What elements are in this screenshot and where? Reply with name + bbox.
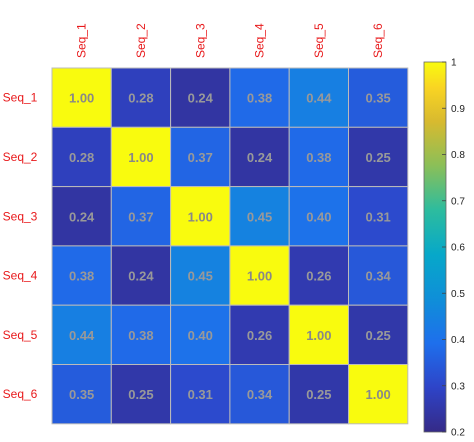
heatmap-cell-value: 0.37 [188, 150, 213, 165]
colorbar-tick-label: 0.6 [451, 243, 465, 254]
heatmap-cell [229, 245, 290, 306]
heatmap-cell-value: 0.40 [306, 209, 331, 224]
heatmap-cell [170, 245, 231, 306]
colorbar-ticks: 0.2 0.3 0.4 0.5 0.6 0.7 0.8 0.9 1 [442, 58, 465, 439]
heatmap-cell [229, 304, 290, 366]
column-label: Seq_5 [312, 23, 326, 58]
heatmap-cell [229, 186, 290, 247]
heatmap-cell-value: 0.35 [69, 387, 94, 402]
heatmap-cell-value: 1.00 [69, 91, 94, 106]
heatmap-cell-value: 0.31 [188, 387, 213, 402]
heatmap-cell-value: 0.40 [188, 328, 213, 343]
heatmap-cell-value: 0.44 [306, 91, 332, 106]
heatmap-cell-value: 0.26 [306, 269, 331, 284]
heatmap-cell [348, 245, 409, 306]
heatmap-cells [51, 67, 409, 425]
row-label: Seq_2 [3, 150, 38, 164]
colorbar: 0.2 0.3 0.4 0.5 0.6 0.7 0.8 0.9 1 [423, 58, 465, 439]
row-label: Seq_6 [3, 387, 38, 401]
row-label: Seq_3 [3, 209, 38, 223]
heatmap-cell [288, 364, 350, 425]
column-label: Seq_1 [75, 23, 89, 58]
heatmap-cell-value: 1.00 [188, 209, 213, 224]
heatmap-cell-value: 0.35 [365, 91, 390, 106]
heatmap-cell-value: 0.25 [128, 387, 153, 402]
colorbar-tick-label: 0.8 [451, 150, 465, 161]
heatmap-cell [51, 364, 112, 425]
heatmap-cell [348, 126, 409, 188]
column-labels: Seq_1 Seq_2 Seq_3 Seq_4 Seq_5 Seq_6 [75, 23, 385, 58]
row-label: Seq_5 [3, 328, 38, 342]
heatmap-cell-value: 0.25 [365, 328, 390, 343]
heatmap-cell-value: 0.38 [128, 328, 153, 343]
heatmap-cell-value: 0.31 [365, 209, 390, 224]
heatmap-cell-values: 1.00 0.28 0.24 0.38 0.44 0.35 0.28 1.00 0.37 0.24… [69, 91, 392, 402]
heatmap-cell-value: 1.00 [247, 269, 272, 284]
heatmap-cell-value: 0.45 [188, 269, 213, 284]
column-label: Seq_6 [371, 23, 385, 58]
heatmap-cell [348, 67, 409, 128]
heatmap-cell [51, 304, 112, 366]
heatmap-cell-value: 0.37 [128, 209, 153, 224]
colorbar-tick-label: 1 [451, 58, 457, 69]
colorbar-tick-label: 0.3 [451, 381, 465, 392]
heatmap-cell [51, 245, 112, 306]
heatmap-cell [51, 67, 112, 128]
heatmap-cell-value: 0.24 [247, 150, 273, 165]
heatmap-cell-value: 0.38 [247, 91, 272, 106]
heatmap-cell-value: 0.28 [128, 91, 153, 106]
heatmap-cell [110, 186, 172, 247]
heatmap-cell [288, 304, 350, 366]
colorbar-tick-label: 0.4 [451, 335, 465, 346]
heatmap-cell [110, 67, 172, 128]
heatmap-cell [288, 186, 350, 247]
heatmap-cell [229, 364, 290, 425]
heatmap-cell-value: 0.45 [247, 209, 272, 224]
heatmap-cell-value: 0.24 [128, 269, 154, 284]
row-labels: Seq_1 Seq_2 Seq_3 Seq_4 Seq_5 Seq_6 [3, 91, 38, 401]
colorbar-tick-label: 0.2 [451, 428, 465, 439]
heatmap-cell-value: 0.24 [188, 91, 214, 106]
heatmap-cell-value: 0.44 [69, 328, 95, 343]
colorbar-tick-label: 0.7 [451, 196, 465, 207]
heatmap-cell [110, 245, 172, 306]
heatmap-cell-value: 1.00 [365, 387, 390, 402]
heatmap-cell-value: 0.38 [306, 150, 331, 165]
column-label: Seq_3 [193, 23, 207, 58]
heatmap-cell-value: 0.26 [247, 328, 272, 343]
heatmap-cell [348, 186, 409, 247]
heatmap-cell [170, 67, 231, 128]
heatmap-cell [110, 126, 172, 188]
heatmap-cell [229, 126, 290, 188]
column-label: Seq_4 [253, 23, 267, 58]
colorbar-tick-label: 0.9 [451, 104, 465, 115]
row-label: Seq_1 [3, 91, 38, 105]
column-label: Seq_2 [134, 23, 148, 58]
heatmap-cell-value: 0.34 [247, 387, 273, 402]
heatmap-cell-value: 1.00 [128, 150, 153, 165]
heatmap-cell [170, 304, 231, 366]
heatmap-cell-value: 0.24 [69, 209, 95, 224]
heatmap-cell-value: 0.38 [69, 269, 94, 284]
row-label: Seq_4 [3, 269, 38, 283]
heatmap-cell-value: 0.34 [365, 269, 391, 284]
heatmap-cell-value: 0.25 [306, 387, 331, 402]
heatmap-cell-value: 0.28 [69, 150, 94, 165]
heatmap-cell-value: 1.00 [306, 328, 331, 343]
heatmap-cell-value: 0.25 [365, 150, 390, 165]
heatmap-cell [348, 364, 409, 425]
colorbar-tick-label: 0.5 [451, 289, 465, 300]
heatmap-cell [288, 245, 350, 306]
heatmap-cell [348, 304, 409, 366]
